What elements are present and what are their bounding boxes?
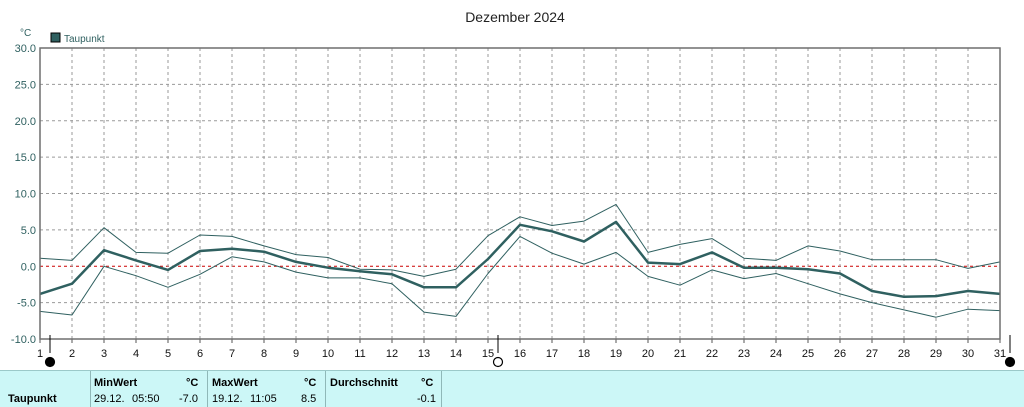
max-header: MaxWert bbox=[212, 377, 258, 389]
full-moon-icon bbox=[492, 356, 504, 368]
x-tick-label: 10 bbox=[322, 348, 334, 360]
x-tick-label: 5 bbox=[165, 348, 171, 360]
x-tick-label: 9 bbox=[293, 348, 299, 360]
max-time: 11:05 bbox=[250, 393, 277, 405]
min-date: 29.12. bbox=[94, 393, 125, 405]
y-tick-label: 25.0 bbox=[15, 79, 36, 91]
min-value: -7.0 bbox=[179, 393, 198, 405]
series-line-taupunkt bbox=[39, 220, 1001, 299]
grid bbox=[40, 48, 1000, 339]
x-tick-label: 3 bbox=[101, 348, 107, 360]
x-tick-label: 27 bbox=[866, 348, 878, 360]
x-tick-label: 14 bbox=[450, 348, 462, 360]
summary-bar: Taupunkt MinWert °C 29.12. 05:50 -7.0 Ma… bbox=[0, 370, 1024, 407]
legend-label: Taupunkt bbox=[64, 34, 105, 45]
x-tick-label: 22 bbox=[706, 348, 718, 360]
new-moon-icon bbox=[1004, 356, 1016, 368]
x-tick-label: 16 bbox=[514, 348, 526, 360]
new-moon-icon bbox=[44, 356, 56, 368]
series-lines bbox=[39, 203, 1001, 318]
x-tick-label: 1 bbox=[37, 348, 43, 360]
y-tick-label: -10.0 bbox=[11, 334, 36, 346]
chart-title: Dezember 2024 bbox=[465, 9, 565, 25]
x-tick-label: 6 bbox=[197, 348, 203, 360]
x-tick-label: 2 bbox=[69, 348, 75, 360]
x-tick-label: 19 bbox=[610, 348, 622, 360]
x-tick-label: 8 bbox=[261, 348, 267, 360]
min-time: 05:50 bbox=[132, 393, 160, 405]
x-tick-label: 31 bbox=[994, 348, 1006, 360]
min-unit: °C bbox=[186, 377, 199, 389]
x-tick-label: 28 bbox=[898, 348, 910, 360]
x-tick-label: 17 bbox=[546, 348, 558, 360]
x-tick-label: 23 bbox=[738, 348, 750, 360]
x-tick-label: 7 bbox=[229, 348, 235, 360]
y-tick-label: -5.0 bbox=[17, 298, 36, 310]
min-header: MinWert bbox=[94, 377, 138, 389]
avg-header: Durchschnitt bbox=[330, 377, 398, 389]
y-tick-label: 20.0 bbox=[15, 116, 36, 128]
x-tick-label: 20 bbox=[642, 348, 654, 360]
x-tick-label: 15 bbox=[482, 348, 494, 360]
plot-frame bbox=[39, 47, 1001, 340]
max-unit: °C bbox=[304, 377, 317, 389]
x-tick-label: 26 bbox=[834, 348, 846, 360]
x-tick-label: 12 bbox=[386, 348, 398, 360]
series-line-upper bbox=[39, 203, 1001, 277]
summary-row-label: Taupunkt bbox=[8, 393, 57, 405]
x-tick-label: 24 bbox=[770, 348, 782, 360]
x-tick-label: 25 bbox=[802, 348, 814, 360]
axes: -10.0-5.00.05.010.015.020.025.030.01 2 3 4 5… bbox=[11, 43, 1016, 368]
x-tick-label: 29 bbox=[930, 348, 942, 360]
max-value: 8.5 bbox=[301, 393, 317, 405]
legend-swatch bbox=[50, 32, 61, 43]
y-tick-label: 30.0 bbox=[15, 43, 36, 55]
max-date: 19.12. bbox=[212, 393, 243, 405]
x-tick-label: 4 bbox=[133, 348, 139, 360]
avg-value: -0.1 bbox=[417, 393, 436, 405]
x-tick-label: 11 bbox=[354, 348, 365, 360]
y-tick-label: 10.0 bbox=[15, 189, 36, 201]
y-tick-label: 5.0 bbox=[21, 225, 36, 237]
y-tick-label: 0.0 bbox=[21, 261, 36, 273]
x-tick-label: 30 bbox=[962, 348, 974, 360]
y-tick-label: 15.0 bbox=[15, 152, 36, 164]
dewpoint-chart: Dezember 2024 Taupunkt °C -10.0 -5.0 0.0 5.… bbox=[11, 9, 1016, 368]
series-line-lower bbox=[39, 235, 1001, 318]
x-tick-label: 13 bbox=[418, 348, 430, 360]
x-tick-label: 18 bbox=[578, 348, 590, 360]
x-tick-label: 21 bbox=[674, 348, 686, 360]
y-axis-unit: °C bbox=[20, 28, 31, 39]
avg-unit: °C bbox=[421, 377, 434, 389]
